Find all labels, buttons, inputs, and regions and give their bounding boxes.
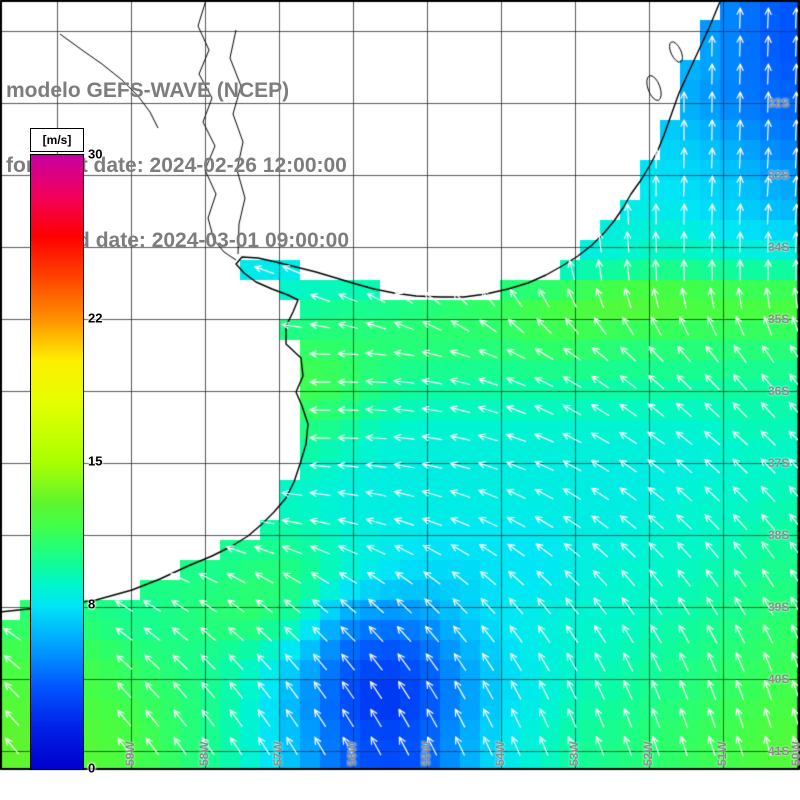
colorbar-tick: 30 <box>88 146 103 162</box>
lat-label: 36S <box>768 384 790 398</box>
lon-label: 57W <box>271 741 285 766</box>
colorbar-gradient <box>30 154 84 770</box>
lon-label: 54W <box>493 741 507 766</box>
lon-label: 56W <box>345 741 359 766</box>
colorbar-unit-label: [m/s] <box>30 128 84 152</box>
lat-label: 38S <box>768 528 790 542</box>
lon-label: 59W <box>123 741 137 766</box>
lat-label: 37S <box>768 456 790 470</box>
lat-label: 32S <box>768 96 790 110</box>
lat-label: 35S <box>768 312 790 326</box>
colorbar-tick: 22 <box>88 310 103 326</box>
lon-label: 53W <box>567 741 581 766</box>
model-title: modelo GEFS-WAVE (NCEP) <box>6 79 290 102</box>
lon-label: 58W <box>197 741 211 766</box>
lon-label: 55W <box>419 741 433 766</box>
lon-label: 51W <box>715 741 729 766</box>
colorbar-tick: 15 <box>88 453 103 469</box>
lat-label: 33S <box>768 168 790 182</box>
colorbar-tick: 8 <box>88 596 96 612</box>
lat-label: 40S <box>768 672 790 686</box>
lon-label: 50W <box>789 741 800 766</box>
lat-label: 34S <box>768 240 790 254</box>
valid-date: valid date: 2024-03-01 09:00:00 <box>42 229 350 252</box>
lat-label: 39S <box>768 600 790 614</box>
colorbar-tick: 0 <box>88 760 96 776</box>
lat-label: 41S <box>768 744 790 758</box>
lon-label: 52W <box>641 741 655 766</box>
